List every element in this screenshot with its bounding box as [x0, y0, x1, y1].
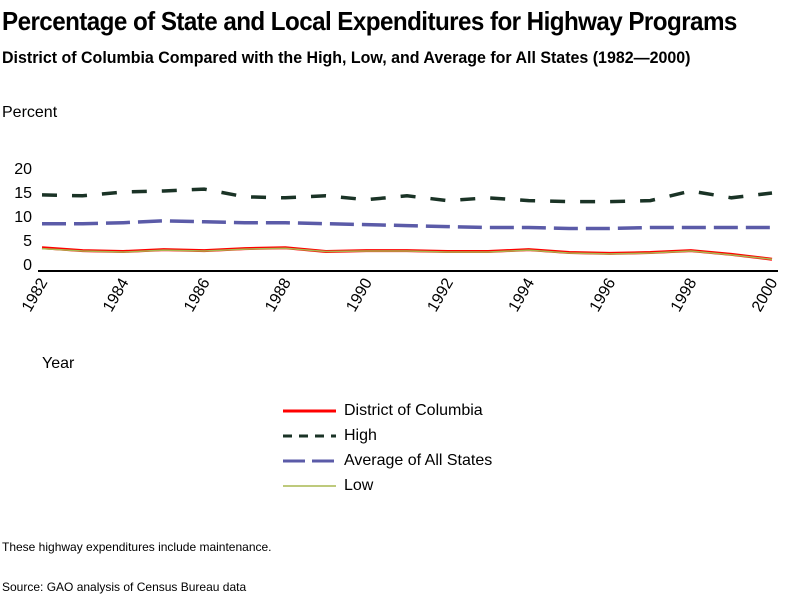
legend-label: District of Columbia — [344, 401, 483, 419]
x-tick-label: 1982 — [19, 275, 52, 314]
legend-item-low: Low — [283, 473, 492, 498]
x-tick-label: 2000 — [749, 275, 782, 314]
x-tick-label: 1988 — [262, 275, 295, 314]
legend: District of Columbia High Average of All… — [283, 398, 492, 498]
legend-label: Low — [344, 476, 374, 494]
legend-swatch-high — [283, 434, 336, 437]
x-tick-label: 1996 — [587, 275, 620, 314]
x-tick-label: 1984 — [100, 275, 133, 314]
y-tick-label: 10 — [14, 209, 32, 226]
series-line-low — [41, 247, 773, 260]
series-line-high — [41, 187, 773, 204]
legend-item-average: Average of All States — [283, 448, 492, 473]
legend-swatch-low — [283, 484, 336, 487]
y-tick-label: 0 — [23, 257, 32, 274]
legend-item-dc: District of Columbia — [283, 398, 492, 423]
legend-swatch-dc — [283, 409, 336, 412]
legend-label: Average of All States — [344, 451, 493, 469]
footnote: These highway expenditures include maint… — [2, 540, 272, 554]
x-tick-label: 1992 — [425, 275, 458, 314]
y-tick-label: 5 — [23, 233, 32, 250]
y-tick-label: 20 — [14, 161, 32, 178]
y-axis-label: Percent — [2, 104, 58, 121]
x-tick-label: 1986 — [181, 275, 214, 314]
x-axis-label: Year — [42, 355, 75, 372]
legend-label: High — [344, 426, 377, 444]
legend-item-high: High — [283, 423, 492, 448]
x-tick-label: 1994 — [506, 275, 539, 314]
series-line-district-of-columbia — [41, 246, 773, 261]
source-note: Source: GAO analysis of Census Bureau da… — [2, 580, 247, 594]
x-tick-label: 1998 — [668, 275, 701, 314]
chart-subtitle: District of Columbia Compared with the H… — [2, 48, 691, 67]
legend-swatch-average — [283, 459, 336, 462]
chart-title: Percentage of State and Local Expenditur… — [2, 6, 737, 36]
y-axis: 0 5 10 15 20 — [14, 161, 32, 274]
x-tick-label: 1990 — [343, 275, 376, 314]
x-axis: 1982 1984 1986 1988 1990 1992 1994 1996 1998 2000 — [19, 275, 782, 314]
series-group — [41, 187, 773, 261]
y-tick-label: 15 — [14, 185, 32, 202]
series-line-average-of-all-states — [42, 219, 772, 231]
